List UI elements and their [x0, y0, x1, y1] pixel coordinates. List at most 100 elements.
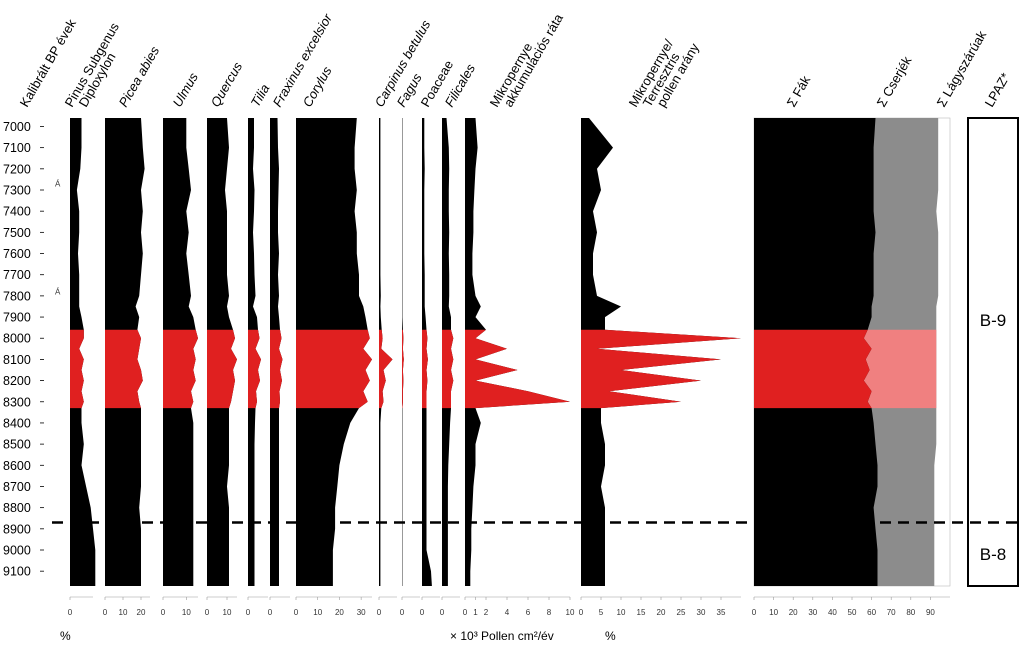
panel-label-ulmus: Ulmus	[170, 70, 202, 110]
panel-label-tilia: Tilia	[248, 81, 273, 109]
panel-label-picea: Picea abies	[116, 43, 163, 109]
x-tick-label-quercus: 0	[205, 608, 210, 617]
x-tick-label-mikro_akk: 2	[484, 608, 489, 617]
trees-area-highlight	[754, 329, 872, 409]
x-tick-label-sums: 10	[769, 608, 778, 617]
zone-label: B-9	[980, 311, 1006, 330]
percent-unit: %	[60, 629, 71, 642]
y-tick-label: 8400	[3, 416, 31, 430]
sample-marker: Á	[55, 180, 61, 189]
x-tick-label-carpinus: 0	[377, 608, 382, 617]
zone-column-label: LPAZ*	[982, 70, 1013, 109]
y-tick-label: 8000	[3, 332, 31, 346]
sample-marker: Á	[55, 288, 61, 297]
x-tick-label-sums: 90	[926, 608, 935, 617]
y-tick-label: 7100	[3, 141, 31, 155]
y-tick-label: 8500	[3, 438, 31, 452]
x-tick-label-mikro_akk: 4	[505, 608, 510, 617]
y-tick-label: 9000	[3, 544, 31, 558]
area-highlight-corylus	[296, 329, 372, 409]
y-tick-label: 8700	[3, 480, 31, 494]
x-tick-label-fraxinus: 0	[268, 608, 273, 617]
y-tick-label: 8800	[3, 501, 31, 515]
area-highlight-picea	[105, 329, 143, 409]
y-tick-label: 9100	[3, 565, 31, 579]
y-tick-label: 8900	[3, 522, 31, 536]
x-tick-label-mikro_akk: 1	[473, 608, 478, 617]
y-tick-label: 8300	[3, 395, 31, 409]
x-tick-label-ulmus: 10	[182, 608, 191, 617]
x-tick-label-sums: 80	[906, 608, 915, 617]
x-tick-label-mikro_akk: 6	[526, 608, 531, 617]
area-highlight-filicales	[442, 329, 454, 409]
area-highlight-poaceae	[422, 329, 428, 409]
x-tick-label-sums: 70	[887, 608, 896, 617]
x-tick-label-filicales: 0	[440, 608, 445, 617]
x-tick-label-sums: 30	[808, 608, 817, 617]
x-tick-label-picea: 20	[137, 608, 146, 617]
y-tick-label: 7600	[3, 247, 31, 261]
area-highlight-fraxinus	[270, 329, 283, 409]
panel-label-quercus: Quercus	[208, 59, 246, 109]
panel-label-shrubs: Σ Cserjék	[874, 53, 915, 109]
zone-label: B-8	[980, 545, 1006, 564]
y-tick-label: 7300	[3, 184, 31, 198]
x-tick-label-mikro_ratio: 25	[677, 608, 686, 617]
x-tick-label-corylus: 20	[335, 608, 344, 617]
y-tick-label: 7700	[3, 268, 31, 282]
x-tick-label-mikro_ratio: 35	[717, 608, 726, 617]
x-tick-label-picea: 0	[103, 608, 108, 617]
x-tick-label-mikro_ratio: 20	[657, 608, 666, 617]
x-tick-label-mikro_akk: 10	[566, 608, 575, 617]
influx-unit: × 10³ Pollen cm²/év	[450, 629, 554, 642]
x-tick-label-mikro_ratio: 0	[579, 608, 584, 617]
area-highlight-pinus	[70, 329, 84, 409]
x-tick-label-poaceae: 0	[420, 608, 425, 617]
area-highlight-ulmus	[163, 329, 198, 409]
area-highlight-tilia	[248, 329, 261, 409]
x-tick-label-sums: 50	[848, 608, 857, 617]
panel-label-herbs: Σ Lágyszárúak	[934, 28, 990, 110]
y-tick-label: 7800	[3, 289, 31, 303]
x-tick-label-tilia: 0	[246, 608, 251, 617]
area-highlight-carpinus	[379, 329, 393, 409]
x-tick-label-fagus: 0	[400, 608, 405, 617]
y-tick-label: 7000	[3, 120, 31, 134]
x-tick-label-picea: 10	[119, 608, 128, 617]
x-tick-label-mikro_ratio: 10	[617, 608, 626, 617]
y-tick-label: 8600	[3, 459, 31, 473]
x-tick-label-mikro_ratio: 30	[697, 608, 706, 617]
x-tick-label-corylus: 30	[357, 608, 366, 617]
x-tick-label-pinus: 0	[68, 608, 73, 617]
x-tick-label-mikro_akk: 0	[463, 608, 468, 617]
area-pinus	[70, 118, 96, 586]
y-tick-label: 7900	[3, 311, 31, 325]
y-tick-label: 8200	[3, 374, 31, 388]
x-tick-label-sums: 20	[789, 608, 798, 617]
x-tick-label-corylus: 0	[294, 608, 299, 617]
y-tick-label: 7400	[3, 205, 31, 219]
panel-label-trees: Σ Fák	[784, 73, 814, 110]
x-tick-label-mikro_ratio: 5	[599, 608, 604, 617]
x-tick-label-quercus: 10	[223, 608, 232, 617]
x-tick-label-mikro_akk: 8	[547, 608, 552, 617]
x-tick-label-sums: 60	[867, 608, 876, 617]
x-tick-label-sums: 40	[828, 608, 837, 617]
y-tick-label: 7500	[3, 226, 31, 240]
x-tick-label-corylus: 10	[313, 608, 322, 617]
area-highlight-mikro_ratio	[581, 329, 741, 409]
area-highlight-mikro_akk	[465, 329, 570, 409]
area-highlight-fagus	[402, 329, 404, 409]
zone-column	[967, 117, 1019, 587]
panel-label-fraxinus: Fraxinus excelsior	[270, 11, 336, 110]
area-poaceae	[422, 118, 432, 586]
x-tick-label-ulmus: 0	[161, 608, 166, 617]
x-tick-label-mikro_ratio: 15	[637, 608, 646, 617]
y-tick-label: 7200	[3, 162, 31, 176]
x-tick-label-sums: 0	[752, 608, 757, 617]
ratio-unit: %	[605, 629, 616, 642]
area-highlight-quercus	[207, 329, 237, 409]
y-tick-label: 8100	[3, 353, 31, 367]
